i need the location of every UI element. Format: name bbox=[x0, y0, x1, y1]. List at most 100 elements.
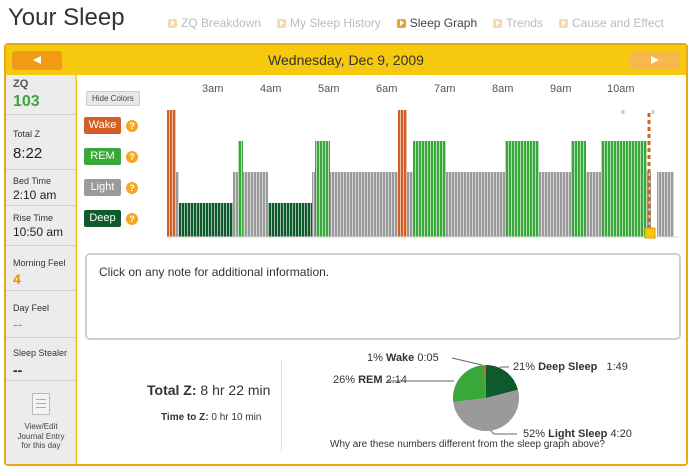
legend-wake: Wake ? bbox=[84, 117, 138, 134]
deep-pct: 21% bbox=[513, 361, 536, 373]
tab-label: Trends bbox=[506, 16, 544, 30]
legend-rem-swatch: REM bbox=[84, 148, 121, 165]
nav-tabs: ZQ Breakdown My Sleep History Sleep Grap… bbox=[168, 16, 680, 30]
deep-help-icon[interactable]: ? bbox=[126, 212, 138, 225]
arrow-right-icon bbox=[651, 56, 659, 64]
zq-label: ZQ bbox=[13, 78, 29, 90]
journal-link-line: View/Edit bbox=[24, 422, 58, 431]
tab-label: ZQ Breakdown bbox=[181, 16, 262, 30]
time-to-z-value: 0 hr 10 min bbox=[211, 412, 262, 423]
rise-time-block: Rise Time 10:50 am bbox=[6, 206, 76, 246]
total-z-label: Total Z bbox=[13, 129, 41, 139]
light-help-icon[interactable]: ? bbox=[126, 181, 138, 194]
bed-time-label: Bed Time bbox=[13, 176, 52, 186]
rise-time-label: Rise Time bbox=[13, 213, 54, 223]
time-label: 7am bbox=[434, 83, 456, 95]
date-bar: Wednesday, Dec 9, 2009 bbox=[6, 45, 686, 75]
deep-time: 1:49 bbox=[606, 361, 628, 373]
day-feel-block: Day Feel -- bbox=[6, 291, 76, 338]
tab-cause-and-effect[interactable]: Cause and Effect bbox=[559, 16, 664, 30]
hide-colors-button[interactable]: Hide Colors bbox=[86, 91, 140, 106]
time-label: 4am bbox=[260, 83, 282, 95]
sleep-stealer-value: -- bbox=[13, 362, 23, 378]
time-label: 6am bbox=[376, 83, 398, 95]
legend-wake-swatch: Wake bbox=[84, 117, 121, 134]
divider bbox=[281, 361, 282, 451]
legend-light: Light ? bbox=[84, 179, 138, 196]
total-z-block: Total Z 8:22 bbox=[6, 115, 76, 170]
rem-time: 2:14 bbox=[385, 374, 408, 386]
wake-pct: 1% bbox=[367, 352, 383, 364]
wake-name: Wake bbox=[385, 352, 415, 364]
zq-block: ZQ 103 bbox=[6, 75, 76, 115]
light-name: Light Sleep bbox=[548, 428, 608, 440]
journal-document-icon[interactable] bbox=[32, 393, 50, 415]
pie-label-wake: 1% Wake 0:05 bbox=[367, 352, 439, 364]
pie-slice-light bbox=[453, 389, 519, 431]
tab-my-sleep-history[interactable]: My Sleep History bbox=[277, 16, 381, 30]
pie-slice-rem bbox=[453, 365, 486, 403]
wake-help-icon[interactable]: ? bbox=[126, 119, 138, 132]
sleep-breakdown-pie bbox=[453, 365, 519, 431]
day-feel-label: Day Feel bbox=[13, 303, 50, 313]
time-label: 5am bbox=[318, 83, 340, 95]
bed-time-block: Bed Time 2:10 am bbox=[6, 170, 76, 206]
time-to-z-label: Time to Z: bbox=[161, 412, 209, 423]
page-title: Your Sleep bbox=[8, 4, 125, 31]
pie-label-rem: 26% REM 2:14 bbox=[333, 374, 407, 386]
tab-trends[interactable]: Trends bbox=[493, 16, 543, 30]
next-day-button[interactable] bbox=[630, 51, 680, 70]
time-label: 8am bbox=[492, 83, 514, 95]
total-z-summary-label: Total Z: bbox=[147, 382, 197, 398]
view-edit-journal-link[interactable]: View/Edit Journal Entry for this day bbox=[8, 422, 74, 451]
legend-light-swatch: Light bbox=[84, 179, 121, 196]
notes-hint: Click on any note for additional informa… bbox=[99, 265, 330, 279]
total-z-summary-value: 8 hr 22 min bbox=[200, 382, 271, 398]
rise-time-bracket bbox=[621, 110, 655, 114]
pie-slice-deep bbox=[486, 365, 518, 398]
pie-label-deep: 21% Deep Sleep 1:49 bbox=[513, 361, 628, 373]
morning-feel-value: 4 bbox=[13, 271, 21, 287]
sleep-stealer-block: Sleep Stealer -- bbox=[6, 338, 76, 381]
previous-day-button[interactable] bbox=[12, 51, 62, 70]
pie-label-light: 52% Light Sleep 4:20 bbox=[523, 428, 632, 440]
sleep-stats-sidebar: ZQ 103 Total Z 8:22 Bed Time 2:10 am Ris… bbox=[6, 75, 76, 464]
play-arrow-icon bbox=[493, 18, 503, 28]
numbers-difference-link[interactable]: Why are these numbers different from the… bbox=[330, 439, 605, 450]
tab-sleep-graph[interactable]: Sleep Graph bbox=[396, 16, 478, 30]
time-to-z-summary: Time to Z: 0 hr 10 min bbox=[161, 412, 261, 423]
light-pct: 52% bbox=[523, 428, 546, 440]
tab-zq-breakdown[interactable]: ZQ Breakdown bbox=[168, 16, 261, 30]
note-marker-icon[interactable] bbox=[644, 227, 656, 239]
morning-feel-label: Morning Feel bbox=[13, 258, 66, 268]
day-feel-value: -- bbox=[13, 316, 23, 332]
time-label: 10am bbox=[607, 83, 635, 95]
play-arrow-icon bbox=[559, 18, 569, 28]
play-arrow-icon bbox=[396, 18, 406, 28]
tab-label: Sleep Graph bbox=[409, 16, 478, 30]
rem-name: REM bbox=[358, 374, 383, 386]
wake-time: 0:05 bbox=[417, 352, 439, 364]
total-z-value: 8:22 bbox=[13, 145, 43, 162]
journal-link-line: for this day bbox=[21, 441, 61, 450]
play-arrow-icon bbox=[277, 18, 287, 28]
time-label: 3am bbox=[202, 83, 224, 95]
deep-name: Deep Sleep bbox=[538, 361, 598, 373]
sleep-graph-area: Hide Colors 3am 4am 5am 6am 7am 8am 9am … bbox=[77, 75, 686, 464]
current-date: Wednesday, Dec 9, 2009 bbox=[268, 52, 424, 68]
bed-time-value: 2:10 am bbox=[13, 188, 57, 202]
total-z-summary: Total Z: 8 hr 22 min bbox=[147, 382, 270, 398]
sleep-panel: Wednesday, Dec 9, 2009 ZQ 103 Total Z 8:… bbox=[4, 43, 688, 466]
notes-panel: Click on any note for additional informa… bbox=[85, 253, 681, 340]
rem-pct: 26% bbox=[333, 374, 356, 386]
morning-feel-block: Morning Feel 4 bbox=[6, 246, 76, 291]
legend-deep-swatch: Deep bbox=[84, 210, 121, 227]
tab-label: Cause and Effect bbox=[572, 16, 664, 30]
pie-slice-wake bbox=[483, 365, 486, 398]
pie-leader-lines bbox=[387, 357, 517, 435]
rem-help-icon[interactable]: ? bbox=[126, 150, 138, 163]
sleep-stealer-label: Sleep Stealer bbox=[13, 348, 68, 358]
play-arrow-icon bbox=[168, 18, 177, 28]
time-label: 9am bbox=[550, 83, 572, 95]
journal-link-line: Journal Entry bbox=[17, 431, 65, 441]
